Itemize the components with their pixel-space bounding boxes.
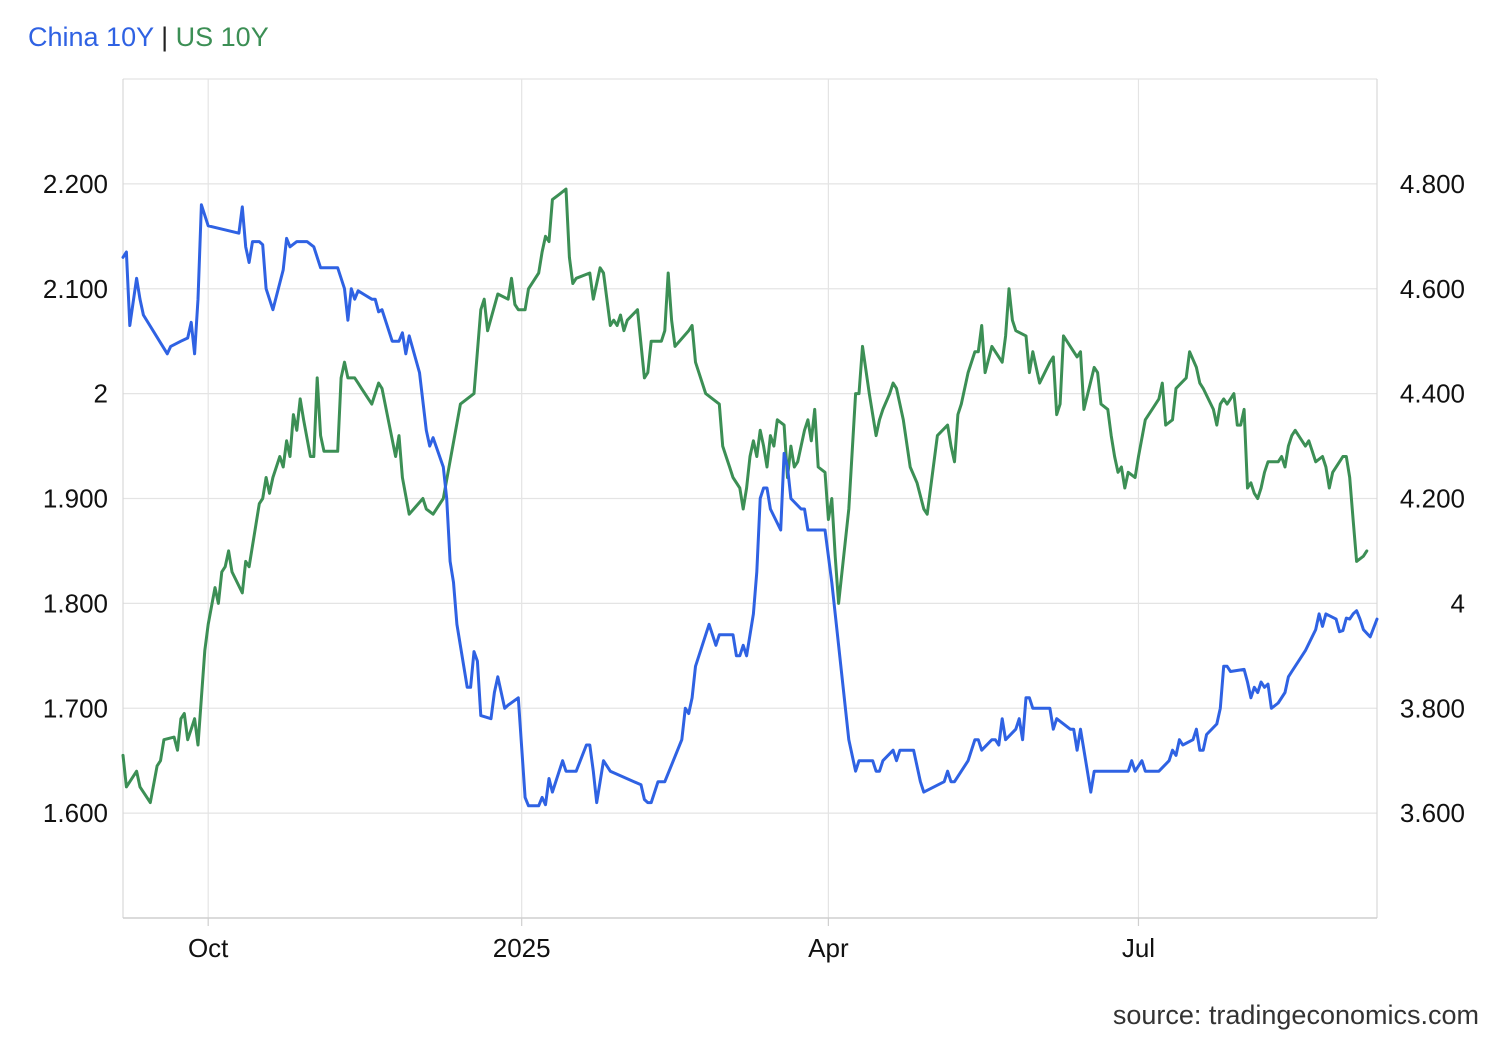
left-tick-label: 1.800	[43, 588, 108, 618]
legend-separator: |	[161, 22, 169, 52]
left-tick-label: 2.100	[43, 274, 108, 304]
right-tick-label: 4.400	[1400, 379, 1465, 409]
right-tick-label: 4.200	[1400, 484, 1465, 514]
x-tick-label: Oct	[188, 933, 229, 963]
x-axis-ticks: Oct 2025 Apr Jul	[188, 933, 1155, 963]
us-10y-line	[121, 187, 1369, 805]
right-tick-label: 4	[1451, 588, 1465, 618]
right-tick-label: 4.800	[1400, 169, 1465, 199]
chart-legend: China 10Y | US 10Y	[28, 22, 269, 53]
right-tick-label: 4.600	[1400, 274, 1465, 304]
left-tick-label: 1.900	[43, 484, 108, 514]
series-lines	[121, 187, 1379, 808]
horizontal-gridlines	[123, 78, 1377, 814]
left-axis-ticks: 1.600 1.700 1.800 1.900 2 2.100 2.200	[43, 169, 108, 828]
plot-frame	[122, 79, 1378, 926]
china-10y-line	[121, 203, 1379, 808]
right-tick-label: 3.800	[1400, 693, 1465, 723]
legend-us-10y[interactable]: US 10Y	[175, 22, 269, 52]
left-tick-label: 2.200	[43, 169, 108, 199]
left-tick-label: 2	[94, 379, 108, 409]
x-tick-label: 2025	[493, 933, 551, 963]
right-tick-label: 3.600	[1400, 798, 1465, 828]
source-credit[interactable]: source: tradingeconomics.com	[1112, 1000, 1479, 1030]
left-tick-label: 1.600	[43, 798, 108, 828]
right-axis-ticks: 3.600 3.800 4 4.200 4.400 4.600 4.800	[1400, 169, 1465, 828]
left-tick-label: 1.700	[43, 693, 108, 723]
x-tick-label: Apr	[808, 933, 849, 963]
legend-china-10y[interactable]: China 10Y	[28, 22, 154, 52]
x-tick-label: Jul	[1122, 933, 1155, 963]
